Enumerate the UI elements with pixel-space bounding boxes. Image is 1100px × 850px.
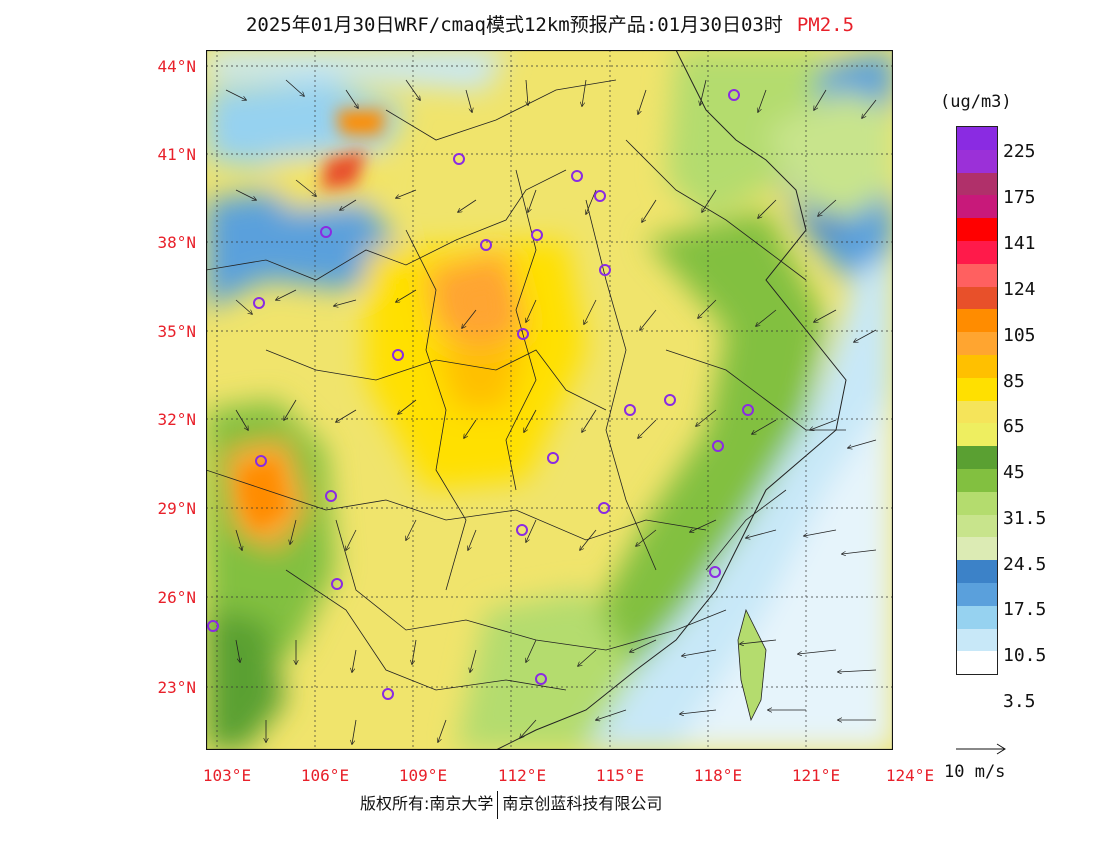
map-title: 2025年01月30日WRF/cmaq模式12km预报产品:01月30日03时 P… <box>0 10 1100 37</box>
lat-label-26: 26°N <box>157 588 196 607</box>
colorbar-label: 141 <box>1003 233 1036 254</box>
colorbar-swatch <box>957 400 997 424</box>
wind-reference-arrow-icon <box>956 743 1006 755</box>
lon-label-115: 115°E <box>595 766 645 785</box>
lat-label-29: 29°N <box>157 499 196 518</box>
lat-label-41: 41°N <box>157 145 196 164</box>
colorbar-label: 105 <box>1003 325 1036 346</box>
colorbar-label: 31.5 <box>1003 508 1047 529</box>
lat-label-38: 38°N <box>157 233 196 252</box>
wind-vectors <box>225 79 877 744</box>
lon-label-106: 106°E <box>300 766 350 785</box>
colorbar-label: 17.5 <box>1003 599 1047 620</box>
colorbar-swatch <box>957 468 997 492</box>
lon-label-103: 103°E <box>202 766 252 785</box>
graticule <box>206 50 893 750</box>
lon-label-112: 112°E <box>497 766 547 785</box>
lat-label-32: 32°N <box>157 410 196 429</box>
colorbar-swatch <box>957 423 997 447</box>
colorbar-label: 24.5 <box>1003 554 1047 575</box>
lon-label-109: 109°E <box>398 766 448 785</box>
pollutant-label: PM2.5 <box>796 14 855 36</box>
colorbar-swatch <box>957 514 997 538</box>
colorbar-swatch <box>957 651 997 675</box>
colorbar-swatch <box>957 377 997 401</box>
colorbar-swatch <box>957 127 997 150</box>
colorbar-swatch <box>957 628 997 652</box>
city-markers <box>207 89 754 700</box>
colorbar-swatch <box>957 172 997 196</box>
lon-label-118: 118°E <box>693 766 743 785</box>
footer-divider <box>497 790 499 819</box>
colorbar <box>956 126 998 676</box>
colorbar-swatch <box>957 286 997 310</box>
colorbar-swatch <box>957 195 997 219</box>
colorbar-label: 225 <box>1003 141 1036 162</box>
title-text: 2025年01月30日WRF/cmaq模式12km预报产品:01月30日03时 <box>245 14 783 36</box>
colorbar-swatch <box>957 149 997 173</box>
copyright-left: 版权所有:南京大学 <box>360 794 494 813</box>
lon-label-124: 124°E <box>885 766 935 785</box>
colorbar-unit: (ug/m3) <box>940 92 1012 112</box>
copyright-right: 南京创蓝科技有限公司 <box>502 794 663 813</box>
colorbar-swatch <box>957 263 997 287</box>
colorbar-swatch <box>957 491 997 515</box>
colorbar-label: 124 <box>1003 279 1036 300</box>
colorbar-label: 3.5 <box>1003 691 1036 712</box>
taiwan-island <box>737 608 767 722</box>
colorbar-swatch <box>957 332 997 355</box>
pm25-forecast-map <box>206 50 893 750</box>
coastline <box>495 50 847 750</box>
colorbar-swatch <box>957 240 997 264</box>
colorbar-label: 175 <box>1003 187 1036 208</box>
colorbar-label: 85 <box>1003 371 1025 392</box>
lat-label-23: 23°N <box>157 678 196 697</box>
lat-label-44: 44°N <box>157 57 196 76</box>
colorbar-swatch <box>957 354 997 378</box>
colorbar-swatch <box>957 560 997 583</box>
colorbar-swatch <box>957 537 997 561</box>
colorbar-label: 45 <box>1003 462 1025 483</box>
province-borders <box>206 79 846 691</box>
colorbar-swatch <box>957 605 997 629</box>
colorbar-swatch <box>957 309 997 333</box>
colorbar-swatch <box>957 218 997 241</box>
lat-label-35: 35°N <box>157 322 196 341</box>
copyright-footer: 版权所有:南京大学 南京创蓝科技有限公司 <box>360 790 662 819</box>
colorbar-label: 10.5 <box>1003 645 1047 666</box>
colorbar-swatch <box>957 582 997 606</box>
wind-reference-label: 10 m/s <box>944 762 1006 782</box>
colorbar-label: 65 <box>1003 416 1025 437</box>
colorbar-swatch <box>957 446 997 469</box>
lon-label-121: 121°E <box>791 766 841 785</box>
